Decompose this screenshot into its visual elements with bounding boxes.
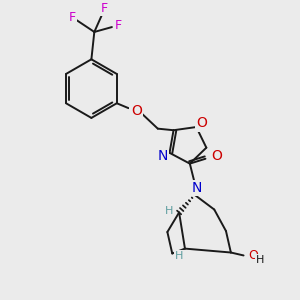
Text: H: H	[256, 255, 264, 265]
Text: F: F	[115, 19, 122, 32]
Text: F: F	[100, 2, 108, 15]
Text: O: O	[212, 149, 223, 163]
Text: H: H	[175, 251, 183, 261]
Text: N: N	[158, 149, 168, 163]
Text: H: H	[165, 206, 173, 215]
Text: O: O	[131, 104, 142, 118]
Text: O: O	[248, 249, 258, 262]
Text: F: F	[68, 11, 75, 24]
Text: N: N	[191, 181, 202, 195]
Text: O: O	[197, 116, 208, 130]
